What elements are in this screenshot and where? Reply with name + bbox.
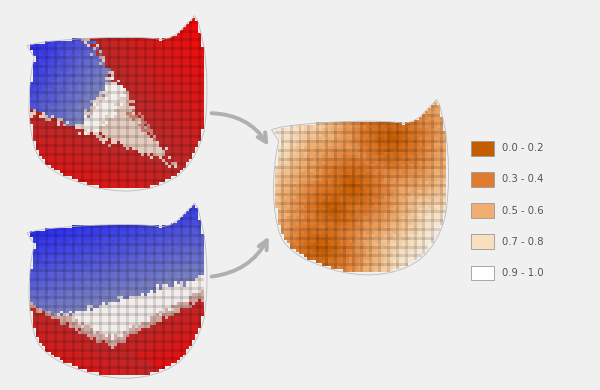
Bar [471, 266, 494, 280]
Bar [471, 172, 494, 187]
Text: 0.3 - 0.4: 0.3 - 0.4 [502, 174, 543, 184]
Text: 0.9 - 1.0: 0.9 - 1.0 [502, 268, 543, 278]
FancyArrowPatch shape [212, 240, 267, 277]
Bar [471, 141, 494, 156]
FancyArrowPatch shape [212, 113, 266, 142]
Bar [471, 234, 494, 249]
Text: 0.5 - 0.6: 0.5 - 0.6 [502, 206, 543, 216]
Text: 0.0 - 0.2: 0.0 - 0.2 [502, 143, 543, 153]
Bar [471, 203, 494, 218]
Text: 0.7 - 0.8: 0.7 - 0.8 [502, 237, 543, 247]
